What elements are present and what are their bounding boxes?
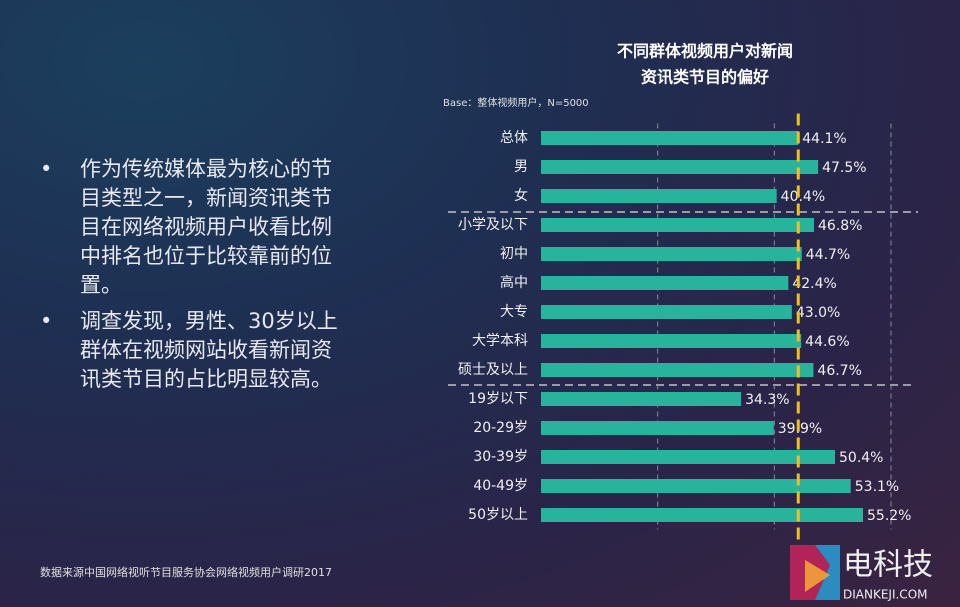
bar <box>541 392 742 406</box>
bar <box>541 189 777 203</box>
bar <box>541 218 814 232</box>
y-tick-label: 19岁以下 <box>468 391 528 407</box>
y-tick-label: 50岁以上 <box>468 507 528 523</box>
value-label: 50.4% <box>839 450 883 466</box>
bar <box>541 450 835 464</box>
bullet-text: 群体在视频网站收看新闻资 <box>80 338 332 362</box>
bar <box>541 421 774 435</box>
value-label: 53.1% <box>855 479 899 495</box>
watermark-url: DIANKEJI.COM <box>843 588 928 602</box>
value-label: 46.8% <box>818 218 862 234</box>
y-tick-label: 20-29岁 <box>473 420 528 436</box>
y-tick-label: 40-49岁 <box>473 478 528 494</box>
chart-title: 不同群体视频用户对新闻 <box>617 42 793 61</box>
value-label: 40.4% <box>781 189 825 205</box>
source-note: 数据来源中国网络视听节目服务协会网络视频用户调研2017 <box>40 565 332 579</box>
bar <box>541 131 799 145</box>
bullet-text: 目在网络视频用户收看比例 <box>80 215 332 239</box>
bullet-text: 作为传统媒体最为核心的节 <box>80 157 332 181</box>
y-tick-label: 女 <box>514 187 528 204</box>
bullet-item: • 作为传统媒体最为核心的节 目类型之一，新闻资讯类节 目在网络视频用户收看比例 中排名… <box>40 155 332 300</box>
bullet-item: • 调查发现，男性、30岁以上 群体在视频网站收看新闻资 讯类节目的占比明显较高。 <box>40 307 338 394</box>
y-tick-label: 高中 <box>500 274 528 291</box>
bullet-text: 讯类节目的占比明显较高。 <box>80 367 332 391</box>
value-label: 55.2% <box>867 508 911 524</box>
watermark-logo <box>790 545 840 600</box>
bullet-symbol: • <box>40 157 53 181</box>
value-label: 39.9% <box>778 421 822 437</box>
value-label: 46.7% <box>817 363 861 379</box>
y-tick-label: 总体 <box>500 130 528 146</box>
y-tick-label: 硕士及以上 <box>458 362 528 378</box>
bar <box>541 160 819 174</box>
bar <box>541 479 851 493</box>
value-label: 44.6% <box>805 334 849 350</box>
y-tick-label: 初中 <box>500 245 528 262</box>
value-label: 34.3% <box>745 392 789 408</box>
chart-title: 资讯类节目的偏好 <box>641 68 769 87</box>
bar <box>541 276 789 290</box>
y-tick-label: 小学及以下 <box>458 217 528 233</box>
bullet-text: 中排名也位于比较靠前的位 <box>80 244 332 268</box>
bar <box>541 334 802 348</box>
chart-subtitle: Base：整体视频用户，N=5000 <box>443 96 589 109</box>
watermark-name: 电科技 <box>843 548 933 583</box>
bullet-symbol: • <box>40 309 53 333</box>
bar <box>541 305 792 319</box>
y-tick-label: 大专 <box>500 304 528 320</box>
bullet-text: 调查发现，男性、30岁以上 <box>80 309 338 333</box>
value-label: 43.0% <box>796 305 840 321</box>
bullet-text: 置。 <box>80 273 122 297</box>
y-tick-label: 大学本科 <box>472 333 528 349</box>
value-label: 44.7% <box>806 247 850 263</box>
y-tick-label: 30-39岁 <box>473 449 528 465</box>
y-tick-label: 男 <box>514 159 528 175</box>
bullet-text: 目类型之一，新闻资讯类节 <box>80 186 332 210</box>
value-label: 42.4% <box>792 276 836 292</box>
value-label: 47.5% <box>822 160 866 176</box>
bar <box>541 508 863 522</box>
bar <box>541 247 802 261</box>
value-label: 44.1% <box>802 131 846 147</box>
bar <box>541 363 814 377</box>
